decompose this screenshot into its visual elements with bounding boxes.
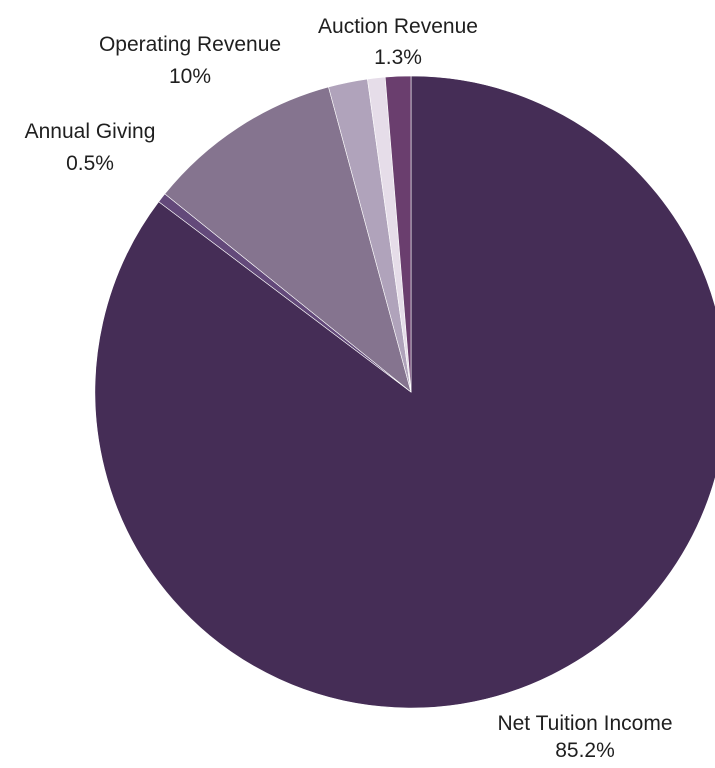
slice-label-net-tuition-income: Net Tuition Income: [497, 712, 672, 735]
pie-slice-net-tuition-income: [94, 75, 715, 709]
slice-value-auction-revenue: 1.3%: [374, 46, 422, 69]
slice-label-operating-revenue: Operating Revenue: [99, 33, 281, 56]
slice-label-auction-revenue: Auction Revenue: [318, 15, 478, 38]
slice-value-net-tuition-income: 85.2%: [555, 739, 615, 762]
slice-value-annual-giving: 0.5%: [66, 152, 114, 175]
slice-value-operating-revenue: 10%: [169, 65, 211, 88]
pie-slice-auction-revenue: [384, 75, 412, 393]
pie-slice-operating-revenue: [164, 86, 412, 393]
slice-label-annual-giving: Annual Giving: [25, 120, 156, 143]
labels-layer: Net Tuition Income 85.2% Annual Giving 0…: [25, 15, 673, 762]
slices-layer: [94, 75, 715, 709]
